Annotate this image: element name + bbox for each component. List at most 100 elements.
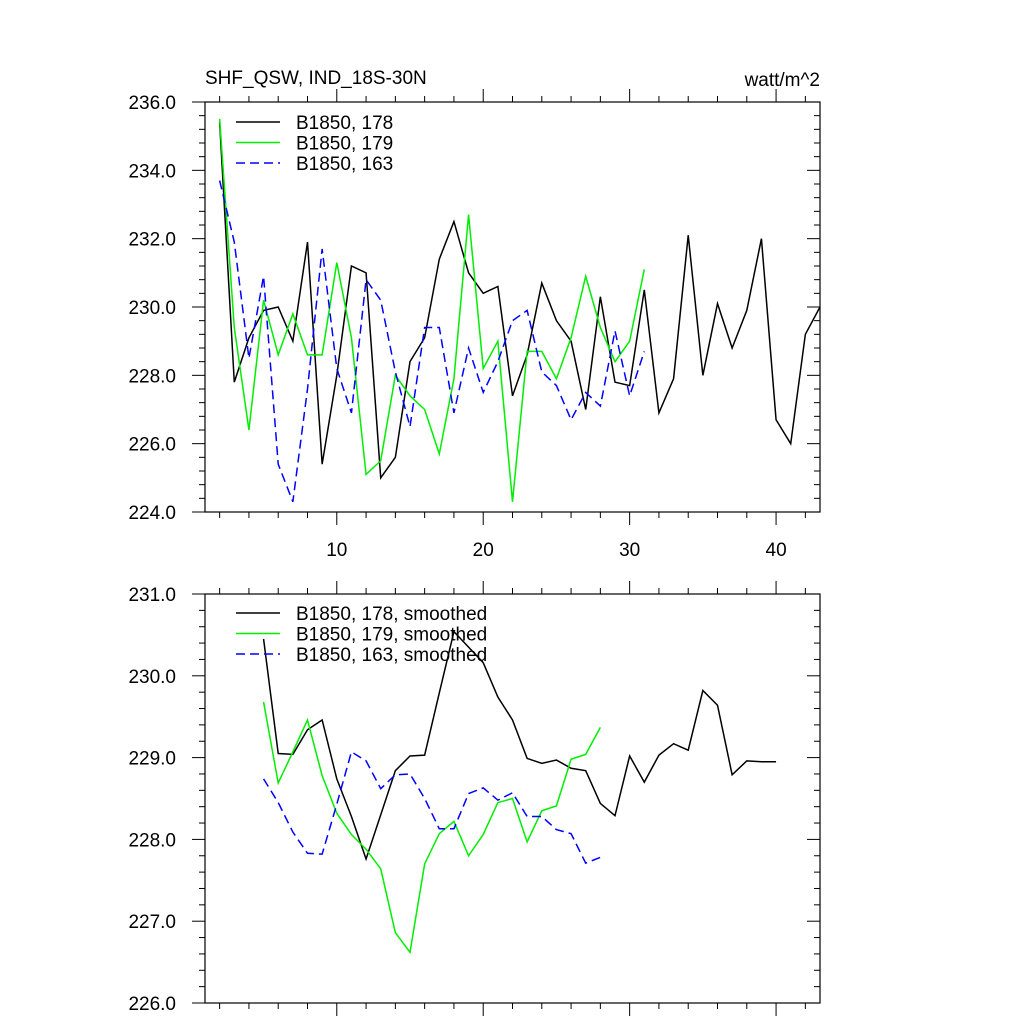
data-point bbox=[585, 408, 587, 410]
data-point bbox=[321, 719, 323, 721]
data-point bbox=[570, 767, 572, 769]
data-point bbox=[277, 752, 279, 754]
legend-label: B1850, 163 bbox=[296, 154, 393, 175]
data-point bbox=[467, 272, 469, 274]
data-point bbox=[585, 275, 587, 277]
x-tick-label: 10 bbox=[326, 540, 347, 561]
data-point bbox=[731, 347, 733, 349]
data-point bbox=[526, 841, 528, 843]
data-point bbox=[394, 456, 396, 458]
x-tick-label: 20 bbox=[473, 540, 494, 561]
data-point bbox=[233, 326, 235, 328]
data-point bbox=[482, 787, 484, 789]
data-point bbox=[321, 463, 323, 465]
data-point bbox=[599, 856, 601, 858]
data-point bbox=[775, 419, 777, 421]
data-point bbox=[248, 429, 250, 431]
data-point bbox=[614, 814, 616, 816]
data-point bbox=[702, 374, 704, 376]
data-point bbox=[336, 812, 338, 814]
data-point bbox=[643, 268, 645, 270]
data-point bbox=[453, 412, 455, 414]
data-point bbox=[555, 805, 557, 807]
data-point bbox=[482, 833, 484, 835]
data-point bbox=[526, 757, 528, 759]
data-point bbox=[380, 787, 382, 789]
data-point bbox=[687, 749, 689, 751]
data-point bbox=[570, 337, 572, 339]
data-point bbox=[628, 755, 630, 757]
data-point bbox=[526, 350, 528, 352]
data-point bbox=[585, 391, 587, 393]
data-point bbox=[790, 442, 792, 444]
data-point bbox=[614, 381, 616, 383]
data-point bbox=[321, 774, 323, 776]
y-tick-label: 230.0 bbox=[128, 298, 176, 319]
series-line-2 bbox=[218, 119, 646, 502]
data-point bbox=[350, 751, 352, 753]
data-point bbox=[775, 760, 777, 762]
data-point bbox=[702, 689, 704, 691]
data-point bbox=[541, 350, 543, 352]
data-point bbox=[394, 931, 396, 933]
data-point bbox=[599, 405, 601, 407]
data-point bbox=[438, 258, 440, 260]
series-line-2 bbox=[262, 701, 602, 955]
data-point bbox=[262, 701, 264, 703]
data-point bbox=[555, 319, 557, 321]
data-point bbox=[292, 501, 294, 503]
data-point bbox=[672, 378, 674, 380]
data-point bbox=[746, 309, 748, 311]
data-point bbox=[262, 275, 264, 277]
data-point bbox=[497, 801, 499, 803]
data-point bbox=[555, 759, 557, 761]
data-point bbox=[365, 848, 367, 850]
panel-1: 10 20 30 40 224.0 226.0 228.0 230.0 232.0 234.0 23… bbox=[128, 89, 821, 561]
data-point bbox=[409, 360, 411, 362]
data-point bbox=[380, 868, 382, 870]
data-point bbox=[336, 374, 338, 376]
data-point bbox=[262, 638, 264, 640]
data-point bbox=[453, 220, 455, 222]
data-point bbox=[306, 729, 308, 731]
data-point bbox=[511, 719, 513, 721]
data-point bbox=[716, 704, 718, 706]
data-point bbox=[248, 337, 250, 339]
data-point bbox=[555, 384, 557, 386]
legend-label: B1850, 163, smoothed bbox=[296, 645, 487, 666]
y-tick-label: 232.0 bbox=[128, 230, 176, 251]
data-point bbox=[482, 391, 484, 393]
data-point bbox=[380, 814, 382, 816]
data-point bbox=[628, 395, 630, 397]
data-point bbox=[277, 354, 279, 356]
chart-title: SHF_QSW, IND_18S-30N bbox=[205, 68, 427, 89]
data-point bbox=[336, 778, 338, 780]
data-point bbox=[614, 330, 616, 332]
data-point bbox=[292, 831, 294, 833]
data-point bbox=[321, 853, 323, 855]
data-point bbox=[394, 769, 396, 771]
data-point bbox=[511, 792, 513, 794]
data-point bbox=[526, 815, 528, 817]
data-point bbox=[599, 296, 601, 298]
data-point bbox=[643, 289, 645, 291]
panel-2: 226.0 227.0 228.0 229.0 230.0 231.0 B1850, 178… bbox=[128, 581, 821, 1016]
y-tick-label: 230.0 bbox=[128, 667, 176, 688]
data-point bbox=[394, 774, 396, 776]
data-point bbox=[438, 453, 440, 455]
data-point bbox=[526, 309, 528, 311]
series-line-1 bbox=[218, 122, 821, 480]
data-point bbox=[555, 378, 557, 380]
data-point bbox=[321, 248, 323, 250]
data-point bbox=[585, 862, 587, 864]
data-point bbox=[365, 272, 367, 274]
data-point bbox=[497, 360, 499, 362]
data-point bbox=[365, 278, 367, 280]
data-point bbox=[380, 299, 382, 301]
data-point bbox=[497, 696, 499, 698]
y-tick-label: 226.0 bbox=[128, 435, 176, 456]
data-point bbox=[658, 412, 660, 414]
legend-label: B1850, 178, smoothed bbox=[296, 604, 487, 625]
data-point bbox=[336, 261, 338, 263]
